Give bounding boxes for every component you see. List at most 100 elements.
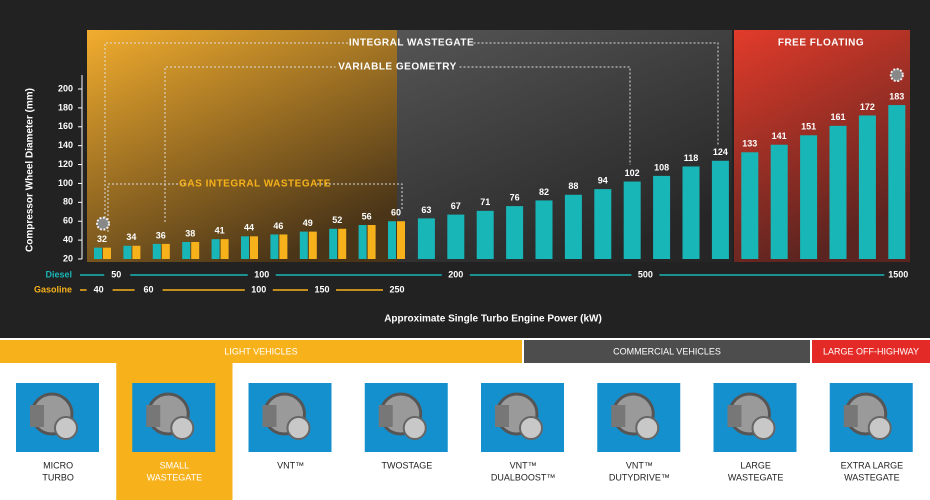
product-card[interactable]: EXTRA LARGE WASTEGATE	[829, 383, 913, 482]
bar	[476, 210, 494, 259]
product-card[interactable]: MICRO TURBO	[16, 383, 99, 482]
bar	[132, 245, 141, 259]
turbo-shape	[867, 416, 892, 440]
product-label: WASTEGATE	[147, 472, 203, 482]
bar	[270, 234, 279, 259]
region-light	[87, 30, 397, 262]
power-tick-label: 500	[638, 269, 653, 279]
value-label: 67	[451, 201, 461, 211]
bar	[397, 221, 405, 259]
turbo-shape	[54, 416, 78, 440]
power-tick-label: 150	[315, 284, 330, 294]
product-label: WASTEGATE	[844, 472, 900, 482]
product-card[interactable]: TWOSTAGE	[364, 383, 448, 470]
value-label: 52	[332, 215, 342, 225]
bar	[535, 200, 553, 259]
value-label: 161	[830, 112, 845, 122]
value-label: 63	[421, 205, 431, 215]
value-label: 41	[215, 226, 225, 236]
bar	[388, 221, 396, 259]
value-label: 46	[273, 221, 283, 231]
product-label: TWOSTAGE	[381, 460, 432, 470]
value-label: 124	[713, 147, 728, 157]
value-label: 32	[97, 234, 107, 244]
product-card[interactable]: SMALL WASTEGATE	[116, 363, 233, 500]
power-tick-label: 1500	[888, 269, 908, 279]
y-tick-label: 200	[58, 83, 73, 93]
bar	[682, 166, 700, 259]
turbo-shape	[611, 405, 626, 427]
value-label: 76	[510, 192, 520, 202]
product-label: MICRO	[43, 460, 73, 470]
y-tick-label: 100	[58, 178, 73, 188]
annotation: GAS INTEGRAL WASTEGATE	[179, 179, 331, 190]
bar	[103, 247, 111, 259]
value-label: 44	[244, 223, 254, 233]
turbo-shape	[262, 405, 277, 427]
legend-label: Diesel	[45, 269, 72, 279]
y-tick-label: 140	[58, 140, 73, 150]
value-label: 36	[156, 230, 166, 240]
bar	[329, 228, 338, 259]
bracket	[104, 42, 719, 222]
region-off-highway	[734, 30, 910, 262]
bar	[770, 144, 788, 259]
value-label: 60	[391, 208, 401, 218]
bar	[800, 135, 818, 259]
product-label: SMALL	[160, 460, 190, 470]
segment-label: LIGHT VEHICLES	[224, 346, 297, 356]
segment-band	[524, 340, 810, 363]
value-label: 49	[303, 218, 313, 228]
turbo-shape	[635, 416, 660, 440]
bar	[279, 234, 288, 259]
product-card[interactable]: VNT™ DUALBOOST™	[481, 383, 564, 482]
turbo-shape	[843, 405, 858, 427]
bar	[152, 243, 161, 259]
bar	[653, 175, 671, 259]
y-tick-label: 20	[63, 253, 73, 263]
bar	[191, 242, 200, 259]
y-axis-label: Compressor Wheel Diameter (mm)	[25, 88, 36, 252]
product-card[interactable]: VNT™	[248, 383, 332, 470]
product-label: EXTRA LARGE	[841, 460, 904, 470]
bar	[564, 194, 582, 259]
bar	[367, 225, 376, 259]
value-label: 183	[889, 91, 904, 101]
product-card[interactable]: LARGE WASTEGATE	[713, 383, 797, 482]
y-tick-label: 80	[63, 197, 73, 207]
product-label: VNT™	[626, 460, 653, 470]
y-tick-label: 60	[63, 216, 73, 226]
power-tick-label: 100	[251, 284, 266, 294]
power-tick-label: 250	[389, 284, 404, 294]
annotation: VARIABLE GEOMETRY	[338, 62, 457, 73]
value-label: 172	[860, 102, 875, 112]
y-tick-label: 180	[58, 102, 73, 112]
product-card[interactable]: VNT™ DUTYDRIVE™	[597, 383, 681, 482]
y-tick-label: 160	[58, 121, 73, 131]
value-label: 71	[480, 197, 490, 207]
bar	[447, 214, 465, 259]
turbo-shape	[146, 405, 161, 427]
value-label: 34	[126, 232, 136, 242]
y-tick-label: 120	[58, 159, 73, 169]
y-tick-label: 40	[63, 234, 73, 244]
turbo-icon	[96, 216, 110, 231]
bracket	[107, 183, 403, 232]
product-label: VNT™	[277, 460, 304, 470]
bar	[308, 231, 317, 259]
value-label: 133	[742, 139, 757, 149]
power-tick-label: 100	[254, 269, 269, 279]
bar	[829, 125, 847, 259]
bar	[888, 105, 906, 259]
value-label: 151	[801, 122, 816, 132]
annotation: INTEGRAL WASTEGATE	[349, 38, 474, 49]
segment-band	[812, 340, 930, 363]
x-axis-label: Approximate Single Turbo Engine Power (k…	[384, 314, 602, 325]
turbo-shape	[402, 416, 427, 440]
product-label: WASTEGATE	[728, 472, 784, 482]
bar	[94, 247, 102, 259]
product-label: LARGE	[740, 460, 771, 470]
turbo-shape	[170, 416, 195, 440]
value-label: 141	[772, 131, 787, 141]
